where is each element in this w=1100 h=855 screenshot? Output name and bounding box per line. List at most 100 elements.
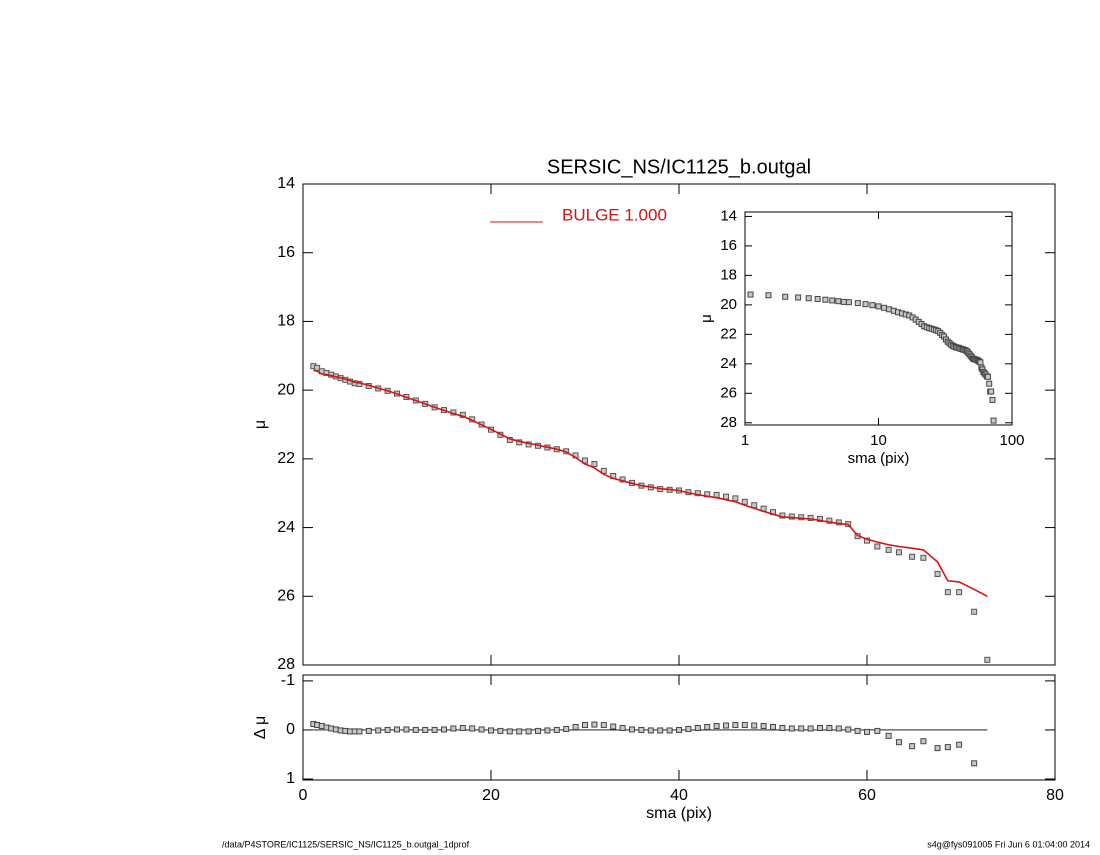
data-point: [591, 721, 598, 728]
data-point: [817, 515, 823, 522]
data-point: [394, 726, 400, 733]
data-point: [817, 724, 823, 731]
data-point: [375, 727, 382, 734]
data-point: [629, 726, 635, 733]
data-point: [826, 724, 833, 731]
x-axis-label: sma (pix): [848, 450, 910, 467]
data-point: [412, 726, 419, 733]
x-tick-label: 100: [999, 432, 1024, 449]
data-point: [840, 298, 847, 305]
legend-label: BULGE 1.000: [562, 205, 667, 224]
data-point: [544, 727, 551, 734]
data-point: [944, 744, 951, 751]
x-axis-label: sma (pix): [646, 805, 712, 822]
data-point: [723, 722, 729, 729]
y-tick-label: 22: [720, 325, 737, 342]
data-point: [741, 498, 748, 505]
data-point: [422, 726, 429, 733]
y-tick-label: 20: [720, 296, 737, 313]
data-point: [920, 738, 927, 745]
data-point: [874, 727, 881, 734]
data-point: [760, 723, 767, 730]
y-tick-label: 1: [286, 770, 295, 787]
data-point: [732, 495, 739, 502]
data-point: [854, 300, 861, 307]
x-tick-label: 80: [1046, 787, 1064, 804]
data-point: [895, 549, 902, 556]
data-point: [732, 722, 739, 729]
y-axis-label: μ: [252, 420, 269, 429]
data-point: [984, 656, 991, 663]
data-point: [845, 726, 852, 733]
data-point: [365, 727, 372, 734]
data-point: [431, 726, 438, 733]
data-point: [845, 299, 852, 306]
data-point: [713, 723, 720, 730]
data-point: [944, 589, 951, 596]
data-point: [826, 517, 833, 524]
data-point: [909, 553, 916, 560]
data-point: [497, 727, 504, 734]
data-point: [798, 514, 805, 521]
data-point: [977, 359, 984, 366]
x-tick-label: 40: [670, 787, 688, 804]
data-point: [450, 725, 457, 732]
data-point: [563, 725, 570, 732]
data-point: [835, 725, 842, 732]
y-tick-label: 24: [720, 355, 737, 372]
y-tick-label: 16: [720, 237, 737, 254]
data-point: [835, 298, 842, 305]
data-point: [384, 726, 391, 733]
data-point: [600, 722, 607, 729]
data-point: [525, 728, 532, 735]
y-tick-label: 24: [277, 519, 295, 536]
y-tick-label: 0: [286, 721, 295, 738]
x-tick-label: 60: [858, 787, 876, 804]
x-tick-label: 10: [870, 432, 887, 449]
data-point: [971, 760, 978, 767]
data-point: [885, 732, 892, 739]
data-point: [988, 388, 995, 395]
data-point: [694, 490, 701, 497]
data-point: [704, 724, 711, 731]
data-point: [795, 294, 802, 301]
data-point: [807, 725, 814, 732]
data-point: [741, 722, 748, 729]
data-point: [885, 546, 892, 553]
data-point: [676, 726, 682, 733]
data-point: [822, 296, 829, 303]
data-point: [854, 727, 861, 734]
data-point: [881, 304, 888, 311]
data-point: [869, 302, 876, 309]
y-axis-label: Δ μ: [252, 716, 269, 739]
data-point: [874, 543, 881, 550]
data-point: [807, 514, 814, 521]
data-point: [685, 725, 692, 732]
data-point: [535, 727, 541, 734]
data-point: [647, 727, 654, 734]
data-point: [909, 743, 916, 750]
y-tick-label: 28: [720, 414, 737, 431]
data-point: [403, 726, 410, 733]
data-point: [862, 301, 869, 308]
data-point: [805, 295, 812, 302]
data-point: [356, 728, 363, 735]
data-point: [582, 722, 588, 729]
data-point: [638, 726, 645, 733]
data-point: [610, 723, 617, 730]
data-point: [666, 727, 673, 734]
data-point: [782, 293, 789, 300]
y-tick-label: 28: [277, 656, 295, 673]
data-point: [459, 724, 466, 731]
x-tick-label: 0: [299, 787, 308, 804]
data-point: [788, 513, 795, 520]
data-point: [572, 724, 579, 731]
data-point: [506, 728, 513, 735]
y-tick-label: 16: [277, 244, 295, 261]
data-point: [469, 725, 476, 732]
data-point: [788, 725, 795, 732]
y-tick-label: 26: [277, 588, 295, 605]
data-point: [956, 741, 963, 748]
data-point: [694, 724, 701, 731]
